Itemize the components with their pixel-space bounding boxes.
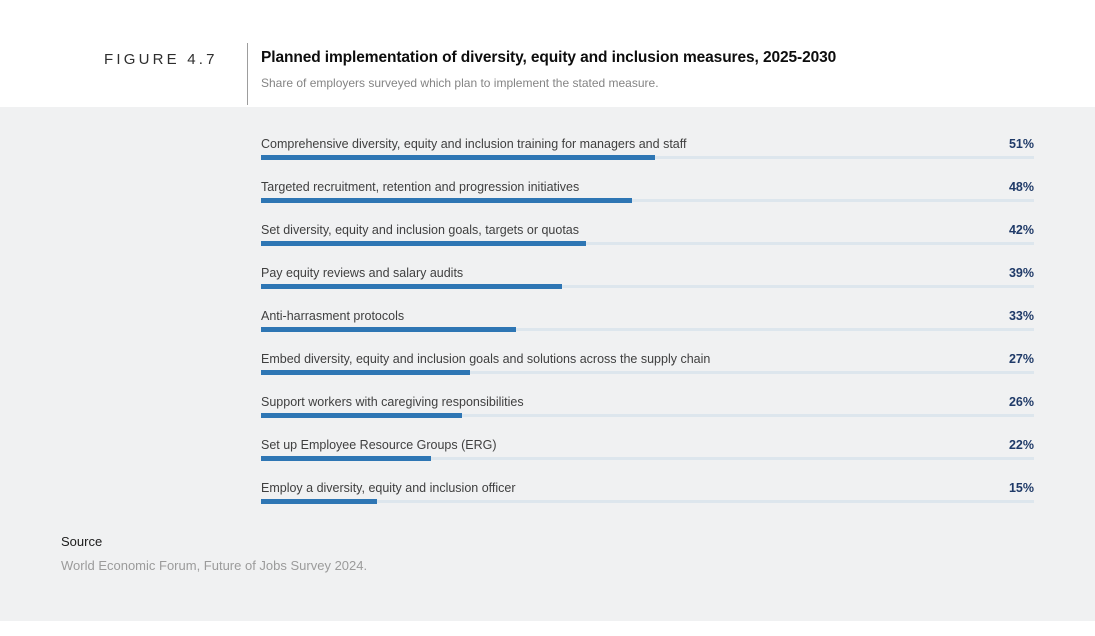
bar-label: Pay equity reviews and salary audits xyxy=(261,266,464,280)
chart-subtitle: Share of employers surveyed which plan t… xyxy=(261,76,659,90)
bar-value: 48% xyxy=(1008,180,1034,194)
bar-row: Set up Employee Resource Groups (ERG) 22… xyxy=(261,438,1034,461)
bar xyxy=(261,456,1034,461)
bar-row-head: Embed diversity, equity and inclusion go… xyxy=(261,352,1034,367)
bar-value: 26% xyxy=(1008,395,1034,409)
figure-number-label: FIGURE 4.7 xyxy=(104,51,218,68)
bar-value: 39% xyxy=(1008,266,1034,280)
bar-label: Targeted recruitment, retention and prog… xyxy=(261,180,580,194)
bar-row-head: Set diversity, equity and inclusion goal… xyxy=(261,223,1034,238)
bar-fill xyxy=(261,413,462,418)
source-text: World Economic Forum, Future of Jobs Sur… xyxy=(61,558,368,573)
bar xyxy=(261,413,1034,418)
source-label: Source xyxy=(61,534,103,549)
bar-label: Employ a diversity, equity and inclusion… xyxy=(261,481,516,495)
bar-track xyxy=(261,371,1034,374)
bar-row-head: Employ a diversity, equity and inclusion… xyxy=(261,481,1034,496)
chart-panel: Comprehensive diversity, equity and incl… xyxy=(0,107,1095,621)
bar-rows: Comprehensive diversity, equity and incl… xyxy=(261,137,1034,524)
bar-fill xyxy=(261,155,656,160)
bar-track xyxy=(261,500,1034,503)
bar xyxy=(261,499,1034,504)
bar-value: 42% xyxy=(1008,223,1034,237)
bar-row: Employ a diversity, equity and inclusion… xyxy=(261,481,1034,504)
bar-row: Pay equity reviews and salary audits 39% xyxy=(261,266,1034,289)
bar-row-head: Anti-harrasment protocols 33% xyxy=(261,309,1034,324)
bar-row: Embed diversity, equity and inclusion go… xyxy=(261,352,1034,375)
header-divider xyxy=(247,43,248,105)
bar xyxy=(261,198,1034,203)
bar xyxy=(261,327,1034,332)
bar-track xyxy=(261,242,1034,245)
bar-label: Support workers with caregiving responsi… xyxy=(261,395,524,409)
bar-row: Anti-harrasment protocols 33% xyxy=(261,309,1034,332)
figure-header: FIGURE 4.7 Planned implementation of div… xyxy=(0,0,1095,107)
bar xyxy=(261,370,1034,375)
bar-row-head: Comprehensive diversity, equity and incl… xyxy=(261,137,1034,152)
bar-row-head: Pay equity reviews and salary audits 39% xyxy=(261,266,1034,281)
bar-row: Comprehensive diversity, equity and incl… xyxy=(261,137,1034,160)
bar-row: Support workers with caregiving responsi… xyxy=(261,395,1034,418)
bar-track xyxy=(261,414,1034,417)
bar-fill xyxy=(261,456,432,461)
bar-track xyxy=(261,199,1034,202)
bar-fill xyxy=(261,370,470,375)
bar-label: Set diversity, equity and inclusion goal… xyxy=(261,223,579,237)
bar-label: Set up Employee Resource Groups (ERG) xyxy=(261,438,497,452)
bar-fill xyxy=(261,241,586,246)
bar-row-head: Support workers with caregiving responsi… xyxy=(261,395,1034,410)
chart-title: Planned implementation of diversity, equ… xyxy=(261,49,837,66)
bar-track xyxy=(261,285,1034,288)
bar-label: Embed diversity, equity and inclusion go… xyxy=(261,352,711,366)
bar xyxy=(261,155,1034,160)
bar xyxy=(261,241,1034,246)
bar-fill xyxy=(261,284,563,289)
bar-value: 22% xyxy=(1008,438,1034,452)
bar-value: 51% xyxy=(1008,137,1034,151)
bar-row: Targeted recruitment, retention and prog… xyxy=(261,180,1034,203)
bar-row-head: Set up Employee Resource Groups (ERG) 22… xyxy=(261,438,1034,453)
bar-track xyxy=(261,457,1034,460)
bar-fill xyxy=(261,198,633,203)
bar-row: Set diversity, equity and inclusion goal… xyxy=(261,223,1034,246)
bar-fill xyxy=(261,499,377,504)
bar-row-head: Targeted recruitment, retention and prog… xyxy=(261,180,1034,195)
bar-value: 33% xyxy=(1008,309,1034,323)
bar-label: Anti-harrasment protocols xyxy=(261,309,405,323)
bar-value: 27% xyxy=(1008,352,1034,366)
bar-value: 15% xyxy=(1008,481,1034,495)
bar xyxy=(261,284,1034,289)
bar-track xyxy=(261,328,1034,331)
bar-label: Comprehensive diversity, equity and incl… xyxy=(261,137,687,151)
bar-fill xyxy=(261,327,517,332)
